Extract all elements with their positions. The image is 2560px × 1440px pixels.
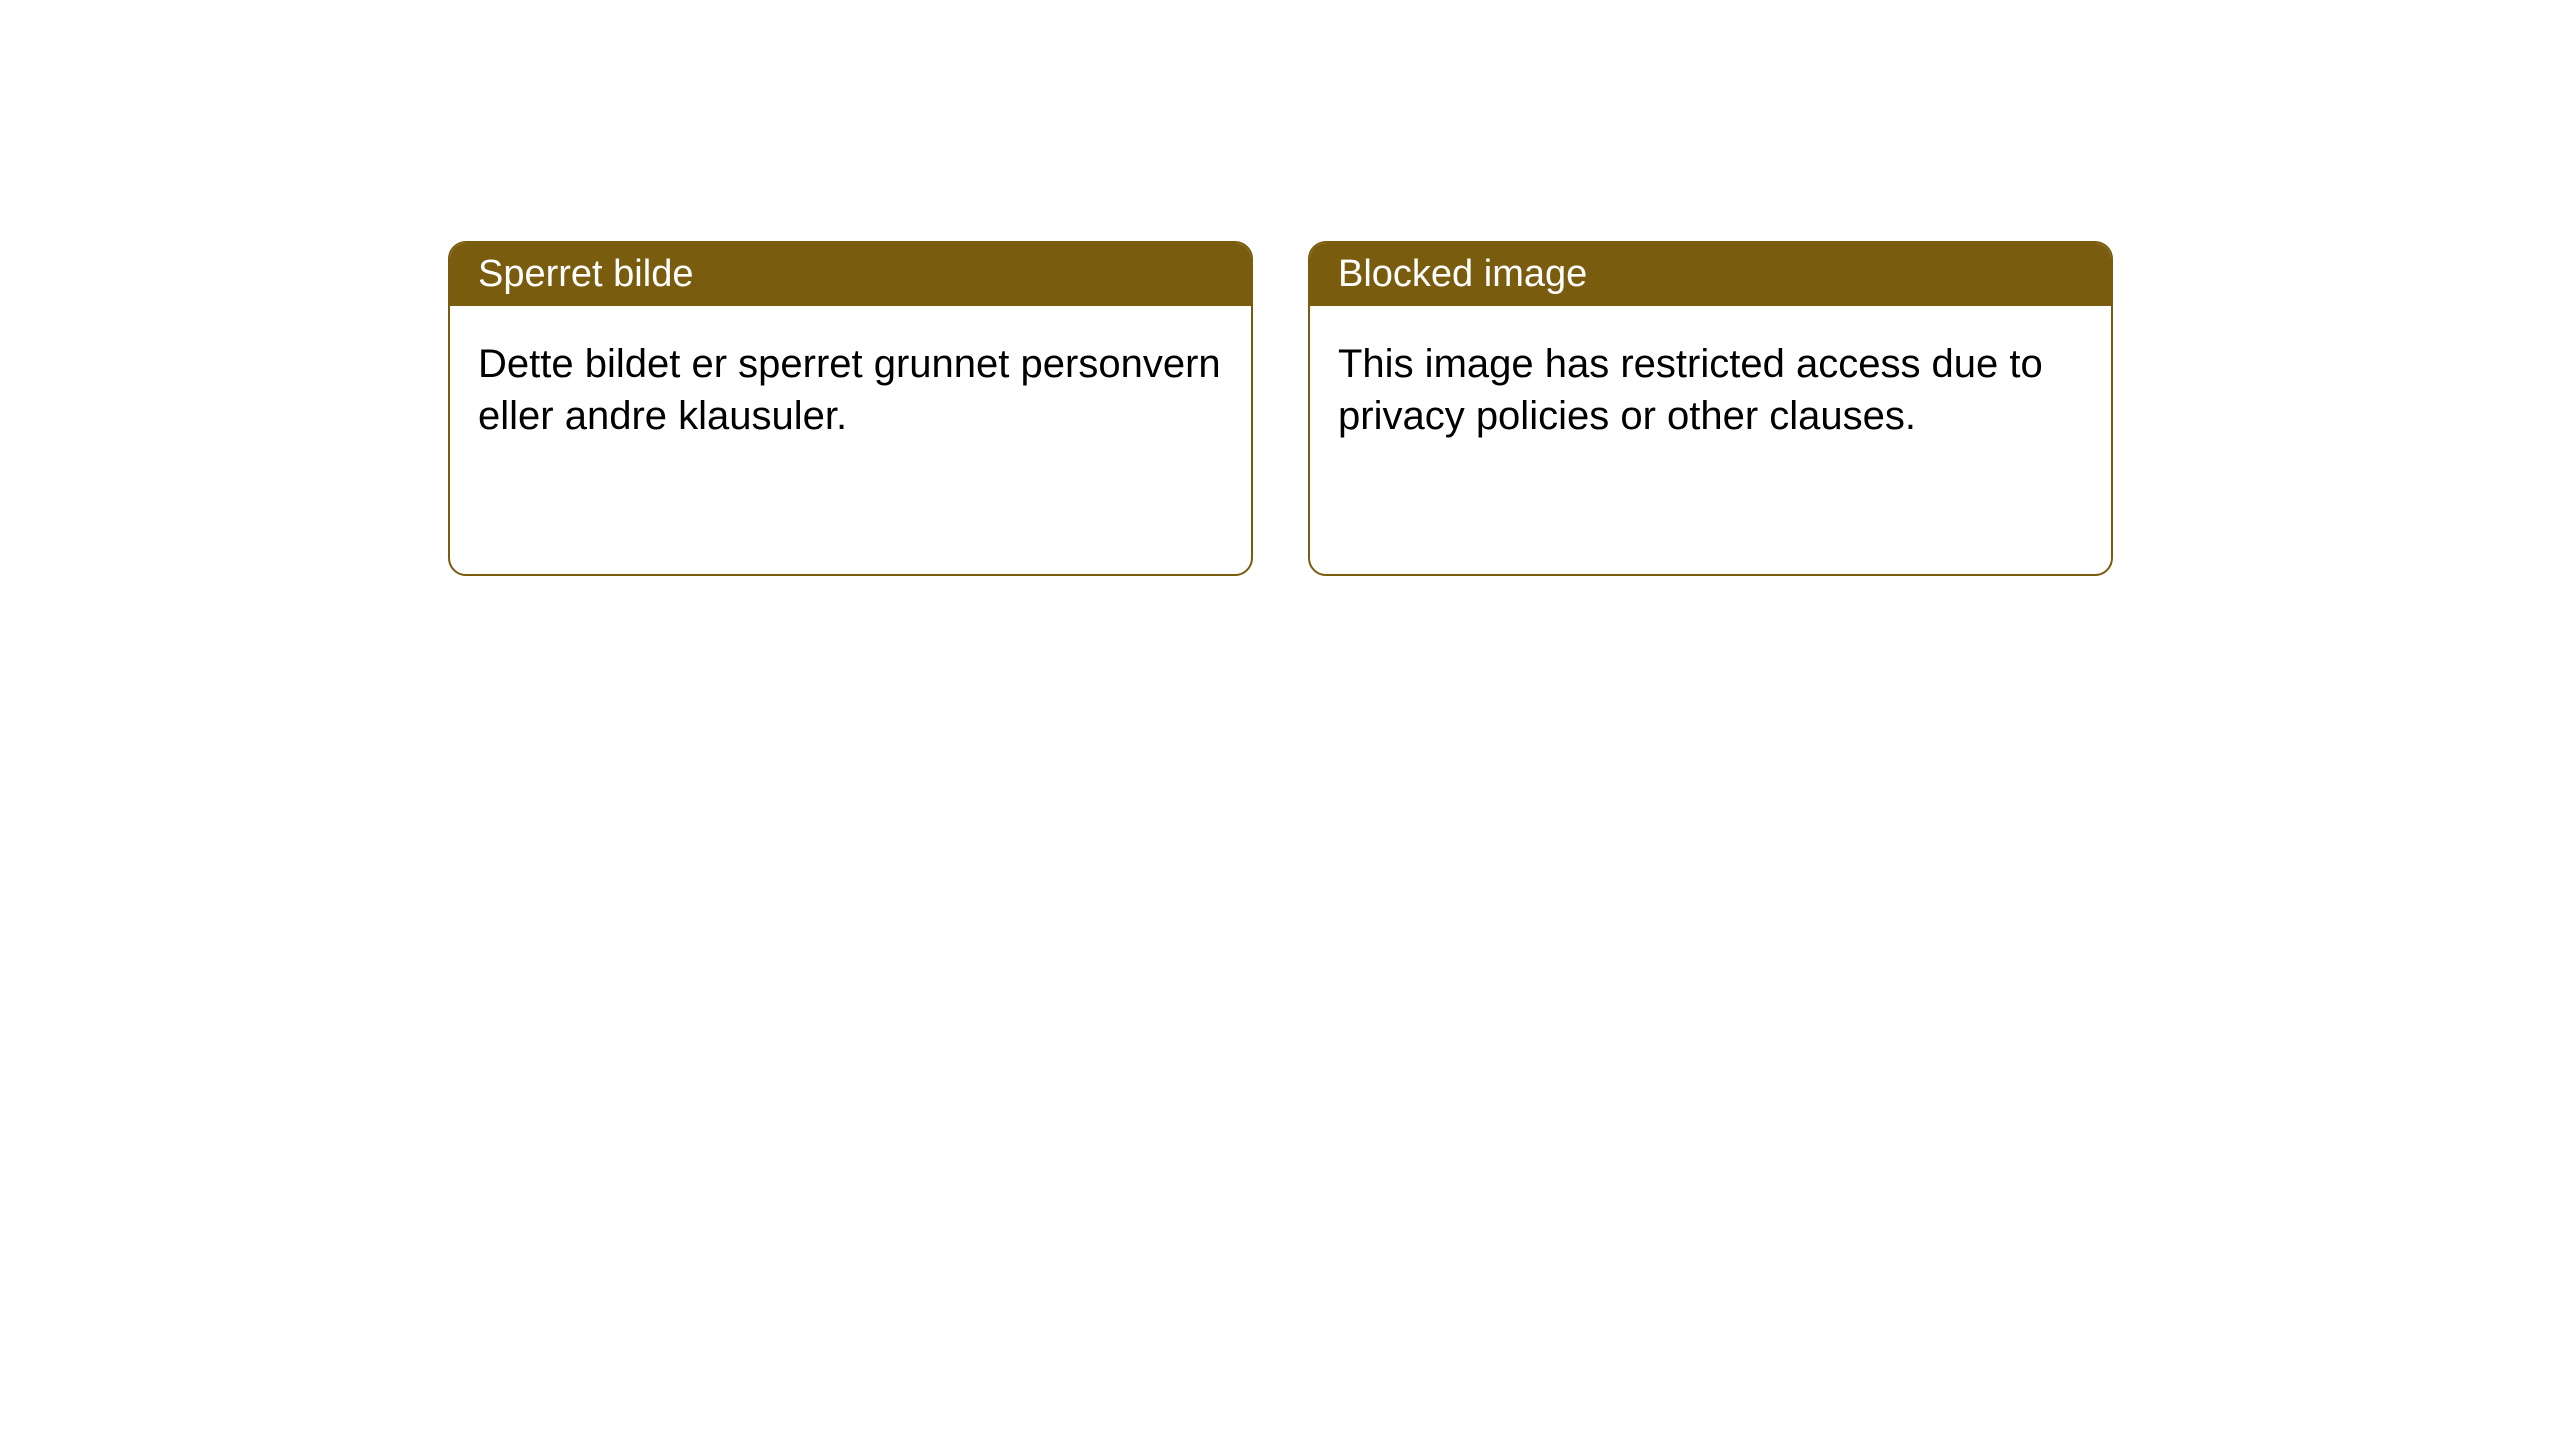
notice-title-english: Blocked image bbox=[1338, 253, 1587, 295]
notice-title-norwegian: Sperret bilde bbox=[478, 253, 693, 295]
notice-container: Sperret bilde Dette bildet er sperret gr… bbox=[0, 0, 2560, 576]
notice-text-norwegian: Dette bildet er sperret grunnet personve… bbox=[478, 342, 1221, 438]
notice-text-english: This image has restricted access due to … bbox=[1338, 342, 2043, 438]
notice-card-english: Blocked image This image has restricted … bbox=[1308, 241, 2113, 576]
notice-body-english: This image has restricted access due to … bbox=[1310, 306, 2111, 474]
notice-body-norwegian: Dette bildet er sperret grunnet personve… bbox=[450, 306, 1251, 474]
notice-header-norwegian: Sperret bilde bbox=[450, 243, 1251, 306]
notice-card-norwegian: Sperret bilde Dette bildet er sperret gr… bbox=[448, 241, 1253, 576]
notice-header-english: Blocked image bbox=[1310, 243, 2111, 306]
